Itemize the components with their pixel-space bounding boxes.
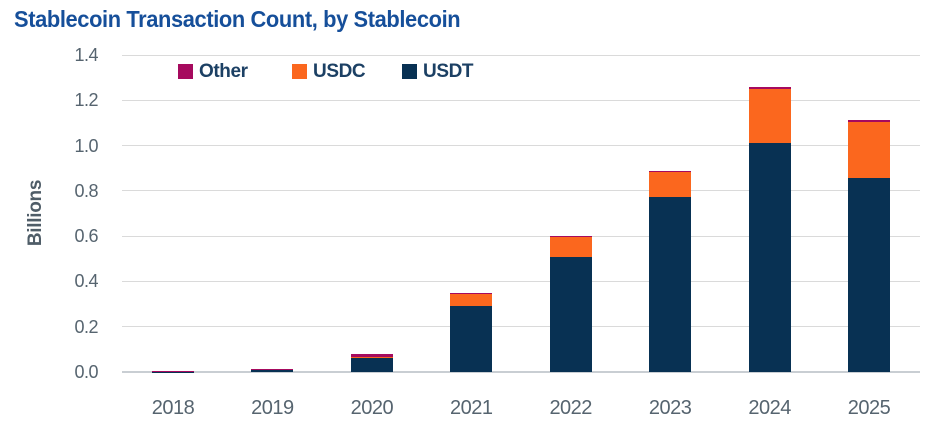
- bar-segment-other-2025: [848, 120, 890, 122]
- gridline: [122, 190, 920, 192]
- chart-title: Stablecoin Transaction Count, by Stablec…: [14, 6, 461, 32]
- bar-2024: [748, 55, 791, 372]
- x-tick-label-2019: 2019: [251, 397, 294, 419]
- legend-item-other: Other: [178, 62, 248, 81]
- y-tick-label: 1.4: [74, 45, 98, 65]
- usdt-color-swatch-icon: [402, 64, 417, 79]
- y-tick-label: 1.2: [74, 90, 98, 111]
- y-axis-label: Billions: [25, 179, 46, 247]
- bar-segment-usdt-2025: [848, 178, 890, 372]
- bar-2018: [152, 55, 194, 372]
- x-tick-label-2023: 2023: [648, 397, 692, 419]
- gridline: [122, 54, 920, 56]
- bar-2025: [848, 55, 890, 372]
- y-tick-label: 1.0: [74, 135, 98, 156]
- bar-2020: [350, 55, 393, 372]
- x-tick-label-2020: 2020: [350, 397, 394, 419]
- x-tick-label-2025: 2025: [847, 397, 891, 419]
- x-tick-label-2018: 2018: [151, 397, 195, 419]
- x-tick-label-2024: 2024: [748, 397, 791, 419]
- bar-segment-usdt-2020: [350, 358, 393, 372]
- bar-segment-other-2019: [251, 368, 294, 370]
- gridline: [122, 99, 920, 101]
- gridline: [122, 280, 920, 282]
- bar-segment-usdt-2021: [450, 306, 493, 372]
- y-tick-label: 0.4: [74, 271, 98, 292]
- bar-segment-other-2024: [748, 87, 791, 89]
- bar-segment-usdc-2022: [549, 237, 592, 257]
- bar-segment-usdt-2019: [251, 369, 294, 372]
- bar-2022: [549, 55, 592, 372]
- x-tick-label-2021: 2021: [450, 397, 493, 419]
- bar-segment-usdt-2022: [549, 256, 592, 372]
- bar-segment-usdc-2021: [450, 293, 493, 307]
- legend-item-usdc: USDC: [292, 61, 366, 82]
- gridline: [122, 145, 920, 147]
- bar-segment-other-2023: [649, 170, 692, 172]
- y-tick-label: 0.6: [74, 226, 98, 247]
- plot-area: [122, 54, 920, 373]
- y-tick-label: 0.2: [74, 316, 98, 337]
- bar-2019: [251, 55, 294, 372]
- other-color-swatch-icon: [178, 64, 193, 79]
- x-axis-line: [122, 371, 920, 373]
- bar-segment-usdc-2020: [350, 356, 393, 359]
- bar-segment-usdc-2024: [748, 88, 791, 144]
- bar-2021: [450, 55, 493, 372]
- bar-segment-usdc-2023: [649, 171, 692, 197]
- y-tick-label: 0.8: [74, 180, 98, 201]
- bar-segment-usdc-2025: [848, 121, 890, 179]
- usdc-color-swatch-icon: [292, 64, 307, 79]
- legend-label-other: Other: [199, 61, 248, 82]
- gridline: [122, 235, 920, 237]
- bar-segment-usdt-2023: [649, 196, 692, 372]
- legend-label-usdt: USDT: [423, 61, 474, 82]
- y-tick-label: 0.0: [74, 362, 98, 382]
- bar-segment-usdt-2024: [748, 143, 791, 372]
- bar-segment-other-2021: [450, 292, 493, 294]
- gridline: [122, 326, 920, 328]
- bar-2023: [649, 55, 692, 372]
- bar-segment-other-2022: [549, 236, 592, 238]
- legend-label-usdc: USDC: [313, 61, 366, 82]
- bar-segment-other-2020: [350, 354, 393, 357]
- legend-item-usdt: USDT: [402, 61, 474, 82]
- x-tick-label-2022: 2022: [549, 397, 592, 419]
